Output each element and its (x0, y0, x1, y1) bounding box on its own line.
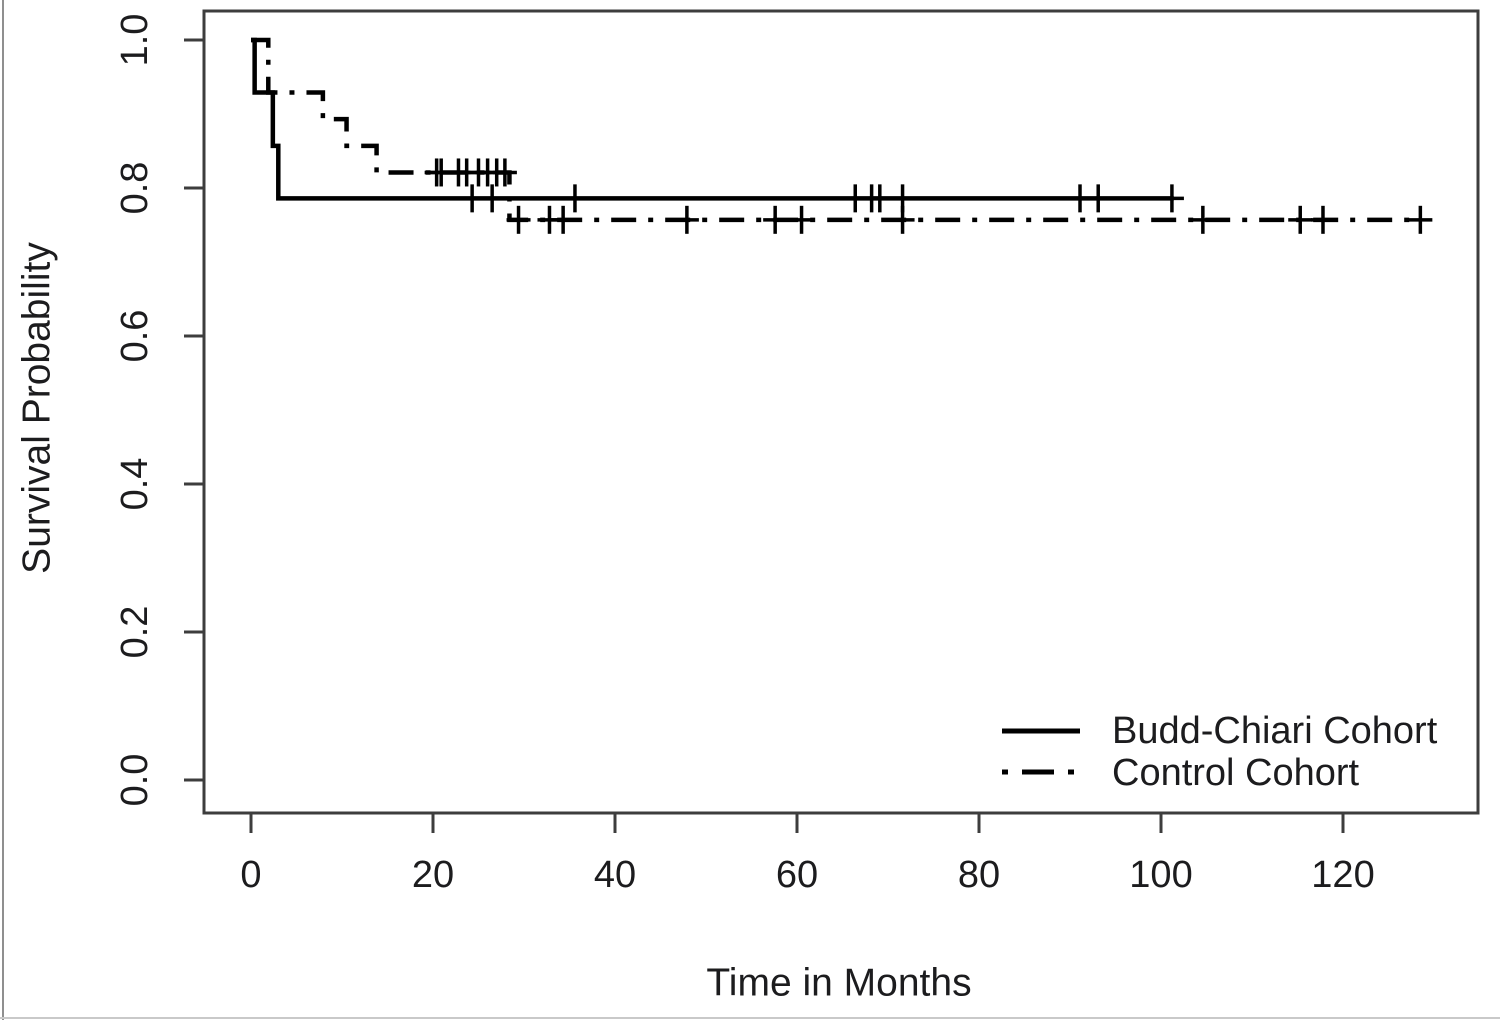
plot-box (202, 9, 1480, 815)
x-tick-label: 100 (1129, 854, 1193, 896)
y-tick-label: 0.0 (114, 753, 156, 807)
y-axis-title: Survival Probability (15, 242, 59, 574)
screenshot-bottom-border (0, 1017, 1500, 1019)
x-tick-label: 80 (957, 854, 1001, 896)
x-axis-ticks (249, 813, 1345, 833)
budd-chiari-cohort-curve (251, 37, 1174, 201)
x-tick-label: 0 (240, 854, 262, 896)
censor-marks (424, 158, 1433, 234)
x-tick-label: 40 (593, 854, 637, 896)
y-axis-ticks (184, 38, 204, 782)
control-cohort-curve (251, 37, 1422, 223)
x-tick-label: 60 (775, 854, 819, 896)
y-tick-label: 0.2 (114, 605, 156, 659)
x-tick-label: 20 (411, 854, 455, 896)
x-axis-title: Time in Months (706, 961, 972, 1005)
x-tick-label: 120 (1311, 854, 1375, 896)
survival-curves (251, 37, 1422, 223)
legend-line-swatches (1002, 728, 1082, 775)
legend-label-budd-chiari: Budd-Chiari Cohort (1112, 710, 1438, 752)
y-tick-label: 0.6 (114, 309, 156, 363)
y-tick-label: 1.0 (114, 13, 156, 67)
y-tick-label: 0.4 (114, 457, 156, 511)
legend-label-control: Control Cohort (1112, 752, 1360, 794)
y-tick-label: 0.8 (114, 161, 156, 215)
screenshot-left-border (2, 0, 4, 1020)
